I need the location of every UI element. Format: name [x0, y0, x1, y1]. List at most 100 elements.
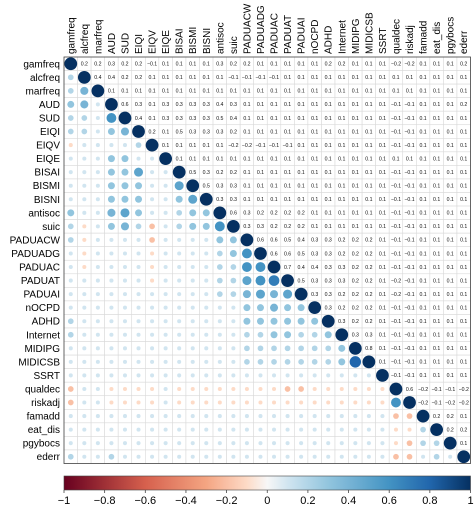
column-label: PADUAT: [283, 15, 294, 54]
coef-label: 0.1: [162, 75, 169, 81]
colorbar-tick-label: −0.2: [216, 495, 238, 507]
coef-label: 0.1: [379, 265, 386, 271]
coef-circle: [204, 237, 209, 242]
coef-circle: [242, 290, 251, 299]
coef-label: 0.3: [230, 197, 237, 203]
coef-circle: [82, 156, 87, 161]
coef-label: 0.1: [325, 116, 332, 122]
row-label: PADUAI: [24, 290, 61, 301]
coef-circle: [190, 237, 195, 242]
coef-label: −0.1: [391, 238, 401, 244]
coef-label: −0.1: [432, 387, 442, 393]
coef-label: 0.4: [135, 116, 142, 122]
column-label: famadd: [419, 21, 430, 54]
coef-circle: [68, 441, 73, 446]
coef-label: −0.1: [391, 224, 401, 230]
column-label: gamfreq: [66, 17, 77, 54]
coef-label: 0.1: [365, 116, 372, 122]
coef-label: 0.1: [379, 75, 386, 81]
coef-label: 0.1: [338, 116, 345, 122]
coef-circle: [150, 373, 155, 378]
coef-circle: [177, 359, 182, 364]
coef-circle: [177, 414, 182, 419]
coef-label: −0.2: [445, 400, 455, 406]
coef-circle: [217, 319, 222, 324]
coef-circle: [95, 115, 100, 120]
coef-circle: [109, 265, 114, 270]
coef-circle: [67, 74, 74, 81]
coef-label: 0.3: [189, 102, 196, 108]
coef-circle: [136, 292, 141, 297]
coef-label: −0.1: [432, 400, 442, 406]
coef-circle: [68, 427, 73, 432]
colorbar: [63, 475, 471, 491]
coef-label: 0.2: [352, 251, 359, 257]
coef-circle: [121, 168, 129, 176]
coef-label: 0.3: [203, 116, 210, 122]
coef-circle: [81, 128, 88, 135]
coef-circle: [190, 251, 195, 256]
row-label: MIDIPG: [24, 344, 60, 355]
coef-circle: [204, 454, 209, 459]
coef-circle: [95, 210, 100, 215]
coef-label: 0.2: [243, 62, 250, 68]
coef-circle: [136, 278, 141, 283]
row-label: BISAI: [34, 168, 60, 179]
coef-label: 0.1: [433, 184, 440, 190]
coef-label: 0.3: [311, 251, 318, 257]
coef-circle: [216, 291, 223, 297]
coef-label: −0.2: [391, 62, 401, 68]
coef-label: 0.6: [406, 387, 413, 393]
coef-label: −0.1: [391, 319, 401, 325]
coef-circle: [68, 265, 73, 270]
coef-circle: [366, 427, 371, 432]
coef-circle: [82, 441, 87, 446]
coef-label: 0.1: [352, 197, 359, 203]
coef-circle: [150, 427, 155, 432]
column-label: AUD: [107, 33, 118, 54]
coef-circle: [270, 317, 278, 325]
coef-label: 0.1: [325, 89, 332, 95]
coef-label: 0.1: [392, 75, 399, 81]
column-label: MIDIPG: [351, 18, 362, 54]
coef-label: 0.1: [447, 116, 454, 122]
coef-circle: [163, 237, 168, 242]
column-label: PADUAC: [270, 13, 281, 54]
column-label: antisoc: [215, 22, 226, 54]
column-label: marfreq: [93, 20, 104, 54]
coef-circle: [163, 251, 168, 256]
coef-label: 0.3: [311, 292, 318, 298]
coef-label: 0.1: [135, 89, 142, 95]
coef-circle: [353, 441, 358, 446]
coef-label: 0.3: [176, 116, 183, 122]
row-label: AUD: [39, 100, 60, 111]
coef-circle: [190, 441, 195, 446]
coef-circle: [272, 414, 277, 419]
coef-circle: [122, 292, 127, 297]
coef-label: 0.2: [352, 319, 359, 325]
coef-label: 0.1: [148, 116, 155, 122]
row-label: BISMI: [33, 181, 60, 192]
coef-label: −0.1: [269, 75, 279, 81]
coef-label: 0.1: [433, 346, 440, 352]
coef-label: 0.1: [311, 116, 318, 122]
coef-circle: [421, 454, 426, 459]
coef-label: 0.1: [379, 184, 386, 190]
coef-label: 0.1: [176, 62, 183, 68]
coef-circle: [312, 414, 317, 419]
coef-label: 0.1: [352, 62, 359, 68]
coef-label: −0.1: [404, 319, 414, 325]
coef-label: 0.1: [298, 156, 305, 162]
coef-label: 0.1: [365, 211, 372, 217]
coef-circle: [298, 345, 304, 352]
coef-label: −0.1: [404, 360, 414, 366]
coef-label: 0.6: [284, 251, 291, 257]
coef-label: 0.1: [379, 292, 386, 298]
coef-circle: [285, 454, 290, 459]
coef-label: 0.1: [447, 346, 454, 352]
coef-label: 0.1: [108, 89, 115, 95]
coef-label: 0.1: [365, 224, 372, 230]
coef-label: 0.1: [419, 292, 426, 298]
coef-circle: [298, 386, 304, 392]
